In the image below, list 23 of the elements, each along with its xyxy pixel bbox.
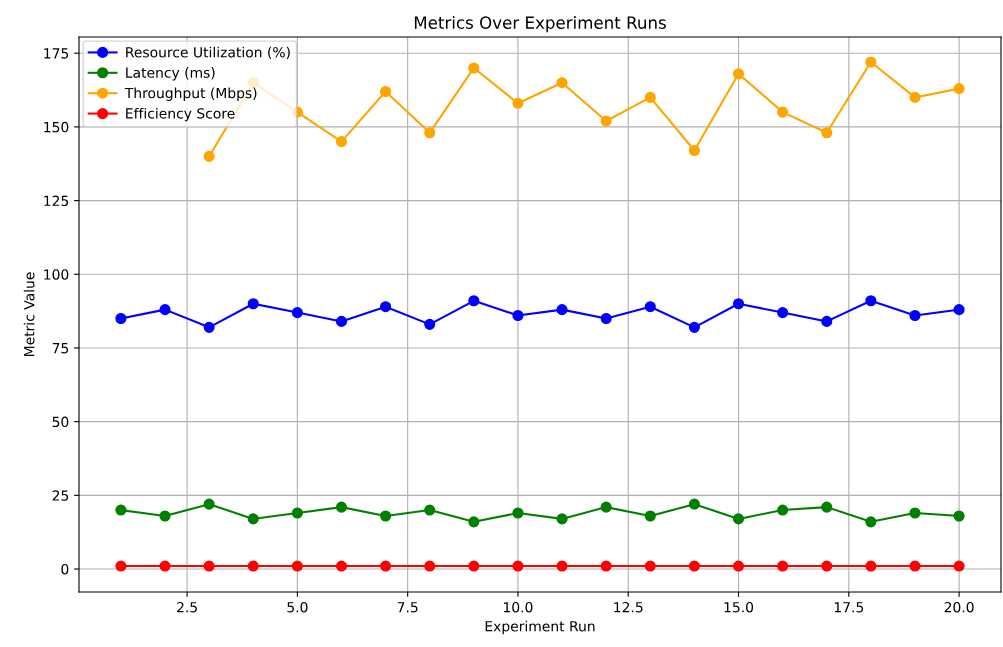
y-tick-label: 50 [52, 416, 69, 428]
y-tick-label: 150 [44, 121, 69, 133]
y-tick-label: 25 [52, 490, 69, 501]
x-tick-label: 15.0 [724, 601, 754, 613]
y-tick-label: 100 [44, 269, 69, 280]
y-tick-label: 0 [61, 563, 69, 575]
y-tick-label: 75 [52, 343, 69, 354]
x-tick-label: 17.5 [834, 602, 864, 613]
legend-label: Latency (ms) [126, 67, 215, 81]
x-tick-label: 5.0 [287, 601, 308, 613]
x-tick-label: 12.5 [614, 601, 643, 613]
x-tick-label: 7.5 [397, 602, 418, 613]
x-tick-label: 20.0 [944, 601, 974, 613]
x-axis-title: Experiment Run [485, 620, 595, 635]
legend-label: Resource Utilization (%) [126, 46, 290, 60]
legend-label: Efficiency Score [126, 107, 235, 122]
y-tick-label: 175 [44, 48, 69, 59]
legend-label: Throughput (Mbps) [124, 87, 257, 101]
chart-title: Metrics Over Experiment Runs [414, 16, 666, 33]
y-axis-title: Metric Value [23, 272, 35, 356]
x-tick-label: 2.5 [177, 601, 197, 613]
y-tick-label: 125 [44, 195, 69, 207]
x-tick-label: 10.0 [504, 601, 533, 613]
